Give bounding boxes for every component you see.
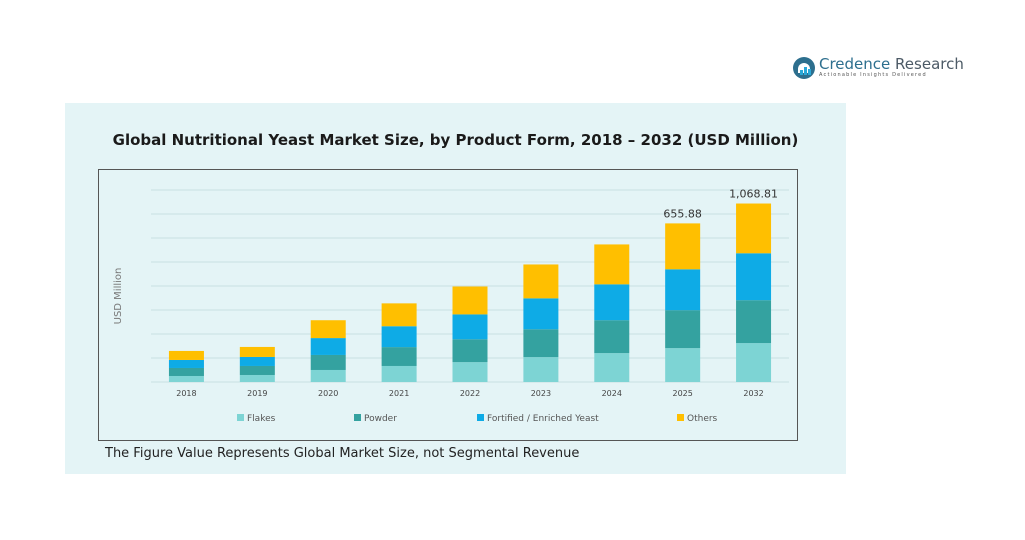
bar-segment-flakes [452, 362, 488, 382]
data-label: 1,068.81 [729, 188, 778, 201]
x-tick-label: 2018 [176, 389, 196, 398]
legend-label: Others [687, 414, 718, 424]
bar-segment-powder [310, 354, 346, 370]
chart-title: Global Nutritional Yeast Market Size, by… [112, 131, 799, 149]
chart-panel: Global Nutritional Yeast Market Size, by… [65, 103, 846, 474]
credence-research-logo: Credence Research Actionable Insights De… [793, 56, 964, 79]
bar-segment-powder [452, 339, 488, 363]
legend-label: Flakes [247, 414, 276, 424]
bar-segment-others [523, 264, 559, 299]
bar-segment-fortified-enriched-yeast [594, 284, 630, 321]
logo-icon [793, 56, 815, 79]
bar-segment-powder [594, 320, 630, 354]
bar-segment-others [594, 244, 630, 285]
legend-label: Fortified / Enriched Yeast [487, 414, 599, 424]
bar-segment-flakes [310, 369, 346, 382]
bar-segment-others [381, 303, 417, 327]
bar-segment-fortified-enriched-yeast [381, 326, 417, 348]
bar-segment-others [736, 203, 772, 254]
footnote: The Figure Value Represents Global Marke… [105, 446, 580, 461]
bar-segment-powder [665, 310, 701, 349]
x-tick-label: 2022 [460, 389, 480, 398]
bar-segment-powder [381, 347, 417, 366]
legend-swatch [677, 414, 684, 421]
bar-segment-flakes [381, 365, 417, 382]
brand-name-2: Research [890, 55, 964, 73]
bar-segment-powder [523, 329, 559, 358]
bar-segment-others [665, 223, 701, 270]
chart-frame: USD Million 2018 2019 2020 2021 2022 2023 2024 2… [98, 169, 798, 441]
bar-segment-flakes [168, 375, 204, 382]
bar-segment-others [239, 346, 275, 357]
bar-segment-fortified-enriched-yeast [523, 298, 559, 330]
chart-svg: USD Million 2018 2019 2020 2021 2022 2023 2024 2… [113, 188, 789, 424]
bar-segment-flakes [523, 357, 559, 382]
bar-segment-others [452, 286, 488, 315]
x-tick-label: 2020 [318, 389, 338, 398]
bar-segment-powder [168, 367, 204, 376]
bar-segment-others [310, 320, 346, 339]
bar-segment-fortified-enriched-yeast [736, 253, 772, 301]
x-tick-label: 2019 [247, 389, 267, 398]
legend-swatch [477, 414, 484, 421]
y-axis-label: USD Million [113, 268, 124, 325]
bar-segment-powder [736, 300, 772, 344]
data-label: 655.88 [663, 207, 702, 220]
bar-segment-flakes [239, 374, 275, 382]
bar-segment-fortified-enriched-yeast [310, 338, 346, 355]
brand-tagline: Actionable Insights Delivered [819, 72, 927, 78]
legend-swatch [354, 414, 361, 421]
bar-segment-others [168, 350, 204, 360]
bar-segment-fortified-enriched-yeast [665, 269, 701, 311]
x-tick-label: 2032 [743, 389, 763, 398]
bar-segment-fortified-enriched-yeast [239, 356, 275, 366]
legend-swatch [237, 414, 244, 421]
legend-label: Powder [364, 414, 397, 424]
brand-name-1: Credence [819, 55, 891, 73]
bar-segment-flakes [665, 348, 701, 382]
x-tick-label: 2021 [389, 389, 409, 398]
bar-segment-fortified-enriched-yeast [452, 314, 488, 340]
x-tick-label: 2023 [531, 389, 551, 398]
bar-segment-flakes [736, 343, 772, 382]
bar-segment-powder [239, 365, 275, 375]
bar-segment-fortified-enriched-yeast [168, 359, 204, 368]
x-tick-label: 2024 [602, 389, 622, 398]
x-tick-label: 2025 [672, 389, 692, 398]
bar-segment-flakes [594, 353, 630, 382]
